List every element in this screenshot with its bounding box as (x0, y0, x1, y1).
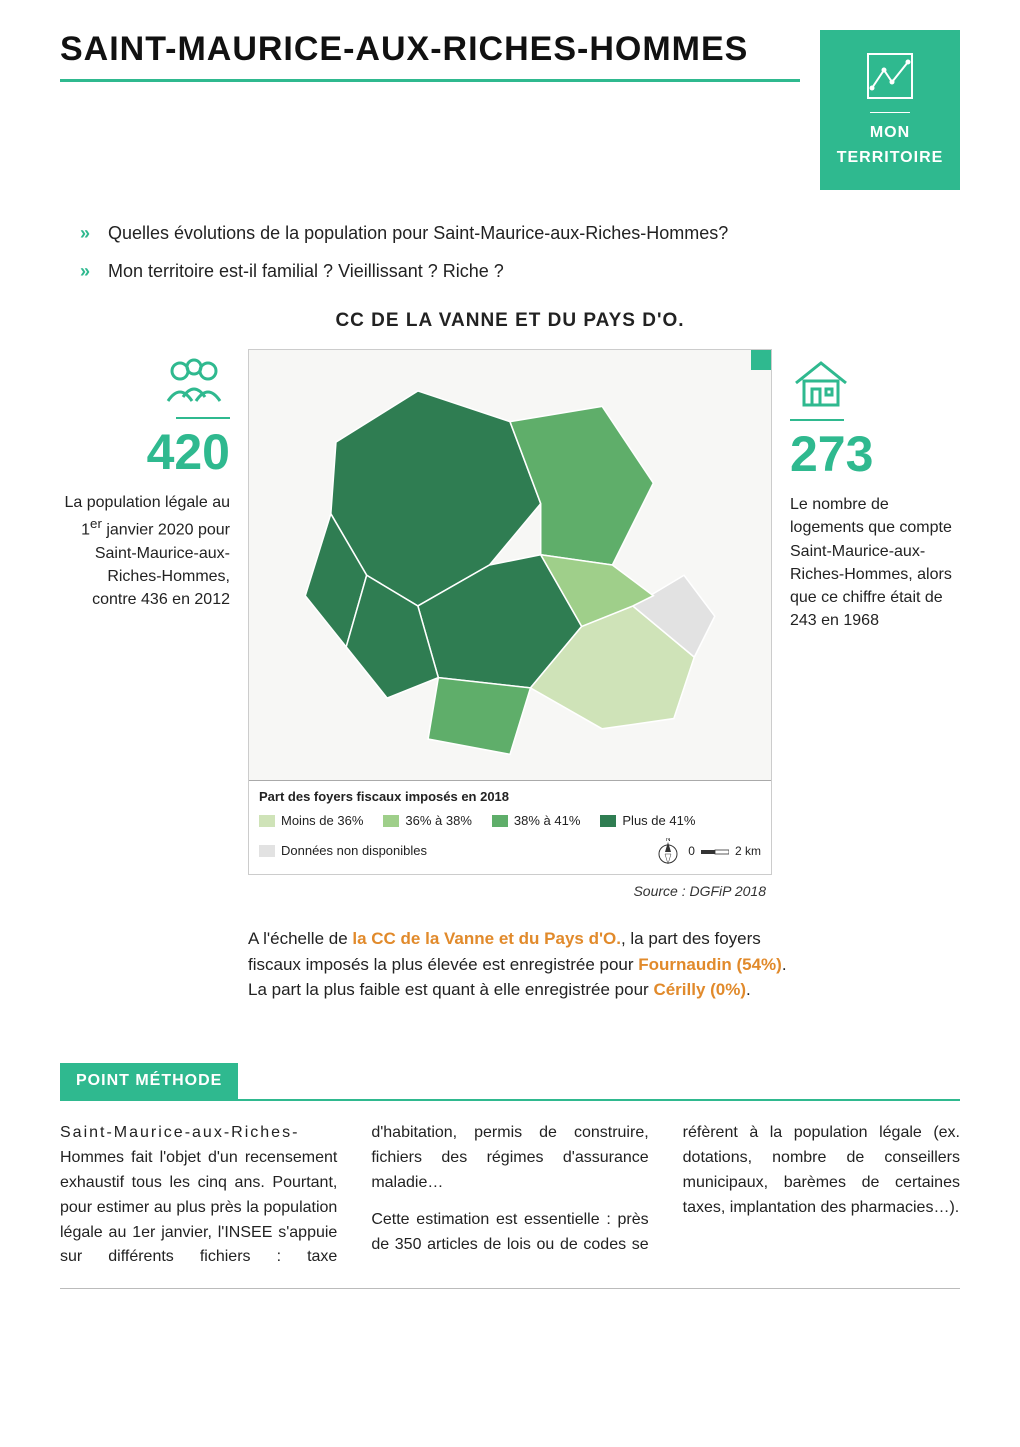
legend-item: Données non disponibles (259, 841, 427, 861)
stat-divider (790, 419, 844, 421)
legend-item: Plus de 41% (600, 811, 695, 831)
map-scale: N 0 2 km (654, 838, 761, 866)
footer-rule (60, 1288, 960, 1289)
population-desc-suffix: janvier 2020 pour Saint-Maurice-aux-Rich… (92, 522, 230, 609)
method-lead: Saint-Maurice-aux-Riches- (60, 1124, 299, 1141)
method-body: Saint-Maurice-aux-Riches-Hommes fait l'o… (60, 1121, 960, 1270)
compass-icon: N (654, 838, 682, 866)
method-header: POINT MÉTHODE (60, 1063, 238, 1100)
legend-swatch (259, 815, 275, 827)
legend-label: Moins de 36% (281, 811, 363, 831)
badge-line1: MON (830, 121, 950, 146)
badge-line2: TERRITOIRE (830, 146, 950, 171)
territory-badge: MON TERRITOIRE (820, 30, 960, 190)
map-legend: Part des foyers fiscaux imposés en 2018 … (249, 780, 771, 873)
legend-items: Moins de 36% 36% à 38% 38% à 41% Plus de 41… (259, 811, 761, 865)
housing-number: 273 (790, 429, 960, 479)
legend-label: Données non disponibles (281, 841, 427, 861)
population-number: 420 (60, 427, 230, 477)
title-underline (60, 79, 800, 82)
chart-icon (862, 48, 918, 104)
map-canvas (249, 350, 771, 780)
legend-swatch (259, 845, 275, 857)
legend-swatch (492, 815, 508, 827)
caption-highlight: la CC de la Vanne et du Pays d'O. (352, 929, 621, 948)
intro-questions: Quelles évolutions de la population pour… (80, 220, 960, 286)
legend-label: 36% à 38% (405, 811, 472, 831)
map-source: Source : DGFiP 2018 (248, 881, 766, 903)
caption-highlight: Fournaudin (54%) (638, 955, 782, 974)
legend-label: Plus de 41% (622, 811, 695, 831)
population-desc-sup: er (90, 516, 102, 531)
north-label: N (666, 838, 671, 843)
choropleth-map (249, 350, 771, 780)
caption-text: A l'échelle de (248, 929, 352, 948)
caption-text: . (746, 980, 751, 999)
map-title: CC DE LA VANNE ET DU PAYS D'O. (60, 306, 960, 335)
legend-swatch (600, 815, 616, 827)
question-item: Quelles évolutions de la population pour… (80, 220, 960, 248)
legend-swatch (383, 815, 399, 827)
housing-desc: Le nombre de logements que compte Saint-… (790, 493, 960, 632)
legend-item: Moins de 36% (259, 811, 363, 831)
legend-label: 38% à 41% (514, 811, 581, 831)
page-title: SAINT-MAURICE-AUX-RICHES-HOMMES (60, 30, 800, 69)
scale-zero: 0 (688, 842, 695, 861)
population-stat: 420 La population légale au 1er janvier … (60, 349, 230, 611)
legend-title: Part des foyers fiscaux imposés en 2018 (259, 787, 761, 807)
title-block: SAINT-MAURICE-AUX-RICHES-HOMMES (60, 30, 800, 82)
population-desc: La population légale au 1er janvier 2020… (60, 491, 230, 611)
map-wrapper: Part des foyers fiscaux imposés en 2018 … (248, 349, 772, 902)
legend-item: 36% à 38% (383, 811, 472, 831)
question-item: Mon territoire est-il familial ? Vieilli… (80, 258, 960, 286)
scale-bar-icon (701, 848, 729, 856)
map-caption: A l'échelle de la CC de la Vanne et du P… (248, 926, 790, 1003)
map-region (428, 678, 530, 755)
map-row: 420 La population légale au 1er janvier … (60, 349, 960, 902)
housing-stat: 273 Le nombre de logements que compte Sa… (790, 349, 960, 632)
house-icon (790, 357, 852, 409)
stat-divider (176, 417, 230, 419)
people-icon (160, 357, 230, 407)
map-corner-accent (751, 350, 771, 370)
header-row: SAINT-MAURICE-AUX-RICHES-HOMMES MON TERR… (60, 30, 960, 190)
caption-highlight: Cérilly (0%) (653, 980, 746, 999)
scale-end: 2 km (735, 842, 761, 861)
badge-divider (870, 112, 910, 113)
map-block: Part des foyers fiscaux imposés en 2018 … (248, 349, 772, 874)
legend-item: 38% à 41% (492, 811, 581, 831)
method-underline (60, 1099, 960, 1101)
